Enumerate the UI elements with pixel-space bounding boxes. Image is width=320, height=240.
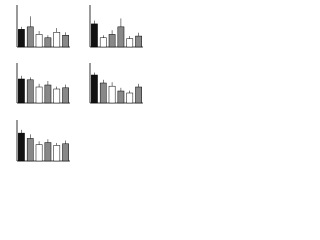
bar <box>44 37 52 48</box>
bar <box>117 90 125 104</box>
bar <box>26 79 34 104</box>
bar <box>108 85 116 104</box>
bar <box>135 86 142 104</box>
bar <box>135 35 142 48</box>
bar <box>99 82 107 104</box>
bar <box>62 34 69 48</box>
bar <box>44 84 52 104</box>
bar <box>18 78 25 104</box>
bar <box>62 87 69 104</box>
bar <box>53 88 61 104</box>
bar <box>91 74 98 104</box>
bar <box>18 132 25 162</box>
bar <box>91 23 98 48</box>
bar <box>44 142 52 162</box>
bar <box>26 138 34 162</box>
bar <box>117 26 125 48</box>
bar <box>35 144 43 162</box>
bar <box>35 34 43 48</box>
bar <box>18 29 25 48</box>
bar <box>108 34 116 48</box>
bar <box>126 38 134 48</box>
bar <box>26 26 34 48</box>
bar <box>126 92 134 104</box>
bar <box>35 86 43 104</box>
bar <box>62 143 69 162</box>
bar <box>53 32 61 48</box>
figure <box>16 5 143 162</box>
bar <box>53 145 61 162</box>
bar <box>99 37 107 48</box>
